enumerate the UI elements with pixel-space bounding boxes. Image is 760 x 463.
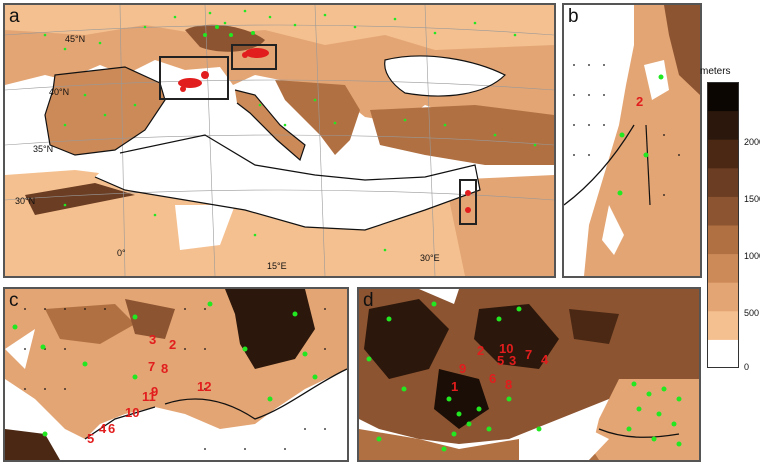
panel-d-label: d: [363, 290, 374, 311]
station-number: 2: [477, 343, 484, 358]
colorbar-title: meters: [700, 66, 731, 77]
lat-label: 35°N: [33, 144, 53, 154]
box-pyrenees: [159, 56, 229, 100]
panel-a-map: 45°N 40°N 35°N 30°N 0° 15°E 30°E: [5, 5, 554, 276]
panel-d-map: 2 10 3 5 7 4 9 6 8 1: [359, 289, 699, 460]
colorbar-swatch: [707, 196, 739, 226]
station-markers: [366, 301, 682, 452]
lon-label: 15°E: [267, 261, 287, 271]
station-number: 4: [99, 421, 107, 436]
colorbar-swatch: [707, 110, 739, 140]
station-number: 12: [197, 379, 211, 394]
station-number: 6: [489, 371, 496, 386]
station-number: 10: [125, 405, 139, 420]
lon-label: 30°E: [420, 253, 440, 263]
colorbar-tick: 1500: [744, 194, 760, 204]
grid-dots: [24, 308, 326, 450]
highlight-markers: [178, 48, 471, 213]
station-number: 8: [161, 361, 168, 376]
colorbar: [707, 82, 739, 368]
station-number: 8: [505, 377, 512, 392]
station-markers: [12, 301, 318, 437]
panel-a: 45°N 40°N 35°N 30°N 0° 15°E 30°E a: [3, 3, 556, 278]
panel-c: 3 2 7 8 9 11 10 12 4 6 5 c: [3, 287, 349, 462]
station-number: 6: [108, 421, 115, 436]
station-number: 3: [509, 353, 516, 368]
station-number: 10: [499, 341, 513, 356]
station-number: 9: [459, 361, 466, 376]
colorbar-swatch: [707, 167, 739, 197]
station-number: 5: [87, 431, 94, 446]
panel-b-label: b: [568, 6, 579, 27]
colorbar-swatch: [707, 339, 739, 368]
colorbar-tick: 500: [744, 308, 760, 318]
lat-label: 30°N: [15, 196, 35, 206]
station-number: 3: [149, 332, 156, 347]
lat-label: 40°N: [49, 87, 69, 97]
colorbar-swatch: [707, 139, 739, 169]
panel-a-label: a: [9, 6, 20, 27]
panel-c-label: c: [9, 290, 19, 311]
station-markers: [617, 74, 664, 196]
colorbar-swatch: [707, 225, 739, 255]
lat-label: 45°N: [65, 34, 85, 44]
station-number: 9: [151, 384, 158, 399]
station-number: 5: [497, 353, 504, 368]
colorbar-swatch: [707, 253, 739, 283]
station-number: 1: [451, 379, 458, 394]
station-markers: [43, 9, 537, 252]
colorbar-swatch: [707, 310, 739, 340]
colorbar-swatch: [707, 82, 739, 112]
station-number: 11: [142, 389, 156, 404]
panel-d: 2 10 3 5 7 4 9 6 8 1 d: [357, 287, 701, 462]
colorbar-tick: 2000: [744, 137, 760, 147]
colorbar-tick: 1000: [744, 251, 760, 261]
panel-c-map: 3 2 7 8 9 11 10 12 4 6 5: [5, 289, 347, 460]
box-alps: [231, 44, 277, 70]
colorbar-tick: 0: [744, 362, 750, 372]
lon-label: 0°: [117, 248, 126, 258]
grid-dots: [573, 64, 680, 196]
station-number: 2: [636, 94, 643, 109]
station-number: 7: [148, 359, 155, 374]
colorbar-frame: [707, 82, 739, 368]
station-number: 7: [525, 347, 532, 362]
station-number: 4: [541, 352, 549, 367]
box-levant: [459, 179, 477, 225]
panel-b-map: 2: [564, 5, 700, 276]
station-number: 2: [169, 337, 176, 352]
colorbar-swatch: [707, 282, 739, 312]
panel-b: 2 b: [562, 3, 702, 278]
